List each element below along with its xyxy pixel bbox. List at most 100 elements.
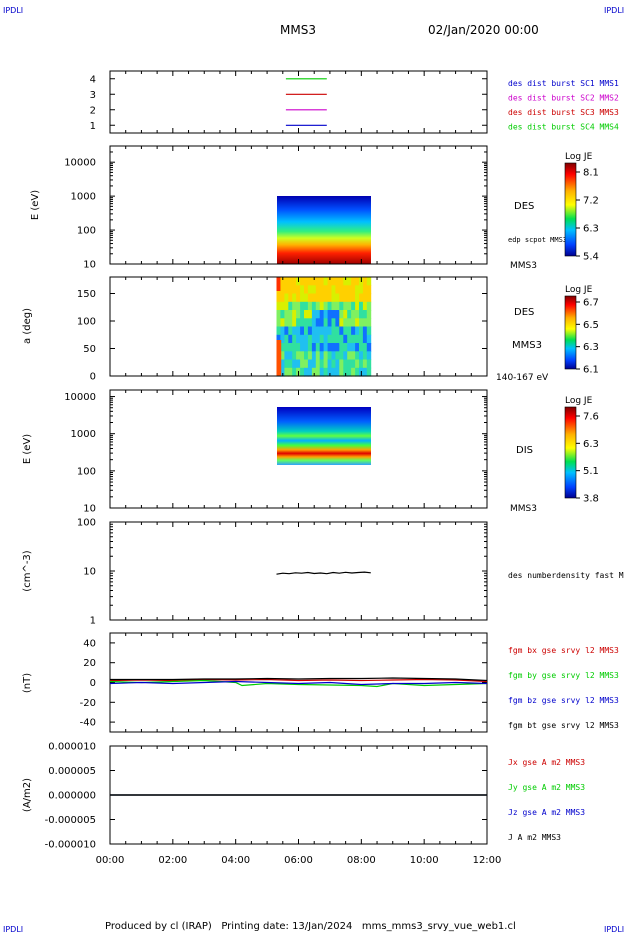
des-pitch-cell (327, 326, 332, 336)
des-pitch-label: DES (514, 307, 534, 318)
des-pitch-cell (307, 359, 313, 369)
des-pitch-cell (319, 277, 325, 286)
des-energy-colorbar (564, 162, 577, 257)
des-pitch-cell (339, 293, 344, 303)
des-pitch-cell (319, 343, 325, 352)
des-energy-bottom-label: MMS3 (510, 261, 537, 271)
burst-legend-2: des dist burst SC3 MMS3 (508, 108, 619, 117)
des-pitch-cell (288, 359, 293, 369)
des-pitch-cell (366, 318, 372, 328)
des-pitch-cell (366, 285, 372, 295)
des-pitch-cell (366, 301, 372, 311)
des-pitch-cell (339, 334, 344, 344)
des-pitch-cell (347, 310, 352, 319)
des-pitch-cell (335, 343, 340, 352)
des-pitch-cell (307, 293, 313, 303)
des-pitch-cell (347, 326, 352, 336)
x-tick-label: 10:00 (410, 855, 439, 866)
des-pitch-cell (362, 351, 368, 361)
x-tick-label: 00:00 (96, 855, 125, 866)
des-pitch-cell (280, 310, 285, 319)
des-pitch-cell (280, 334, 285, 344)
des-pitch-cell (339, 277, 344, 286)
des-pitch-cell (351, 334, 356, 344)
dis-energy-ytick-label: 100 (77, 466, 96, 477)
des-pitch-cell (366, 367, 372, 377)
des-pitch-cell (343, 326, 348, 336)
des-pitch-cell (343, 351, 348, 361)
des-pitch-cell (335, 367, 340, 377)
dis-energy-cbar-label: 7.6 (583, 412, 599, 423)
des-pitch-cell-hot (276, 340, 282, 376)
des-pitch-cell (300, 334, 305, 344)
des-pitch-cell (315, 285, 321, 295)
des-pitch-cell (311, 301, 317, 311)
des-pitch-cell (359, 293, 364, 303)
figure-title: MMS3 (280, 23, 316, 37)
des-pitch-cell (335, 310, 340, 319)
fgm-ytick-label: 40 (83, 638, 96, 649)
des-pitch-cell (362, 367, 368, 377)
panel-density-frame (109, 521, 488, 621)
des-pitch-cell (307, 367, 313, 377)
des-pitch-cell (296, 326, 301, 336)
des-pitch-cell (288, 293, 293, 303)
des-pitch-cell (343, 285, 348, 295)
des-pitch-cell (355, 343, 360, 352)
current-ytick-label: -0.000005 (45, 815, 96, 826)
panel-fgm: -40 -20 0 20 40 (nT) fgm bx gse srvy l2 MMS3… (22, 632, 619, 733)
des-pitch-cell (300, 285, 305, 295)
current-legend-1: Jy gse A m2 MMS3 (508, 783, 585, 792)
burst-ytick-label: 1 (90, 121, 96, 132)
des-pitch-cbar-label: 6.1 (583, 365, 599, 376)
des-pitch-cell (355, 367, 360, 377)
panel-dis-energy: 10 100 1000 10000 E (eV) DIS MMS3 Log JE 7.… (22, 389, 599, 515)
des-energy-sublabel: edp scpot MMS3 (508, 236, 567, 244)
des-pitch-cell (315, 318, 321, 328)
des-pitch-cbar-label: 6.7 (583, 298, 599, 309)
des-pitch-cell (343, 277, 348, 286)
fgm-series-2 (109, 680, 488, 686)
dis-energy-ylabel: E (eV) (22, 434, 33, 464)
des-energy-ytick-label: 10000 (64, 158, 96, 169)
des-pitch-cell (327, 277, 332, 286)
des-pitch-cell (276, 310, 281, 319)
des-pitch-cell (304, 326, 309, 336)
des-pitch-cell (347, 318, 352, 328)
des-pitch-cell (335, 277, 340, 286)
des-pitch-cell (292, 334, 297, 344)
des-pitch-cell (284, 343, 289, 352)
des-pitch-cell (292, 351, 297, 361)
des-pitch-cell (339, 301, 344, 311)
des-pitch-cell (292, 318, 297, 328)
des-pitch-cell (280, 343, 285, 352)
fgm-legend-1: fgm by gse srvy l2 MMS3 (508, 671, 619, 680)
des-pitch-cell (276, 326, 281, 336)
des-pitch-cell (331, 343, 336, 352)
des-pitch-cell (300, 301, 305, 311)
burst-legend-1: des dist burst SC2 MMS2 (508, 94, 619, 103)
des-pitch-cell (307, 351, 313, 361)
des-pitch-cell (347, 359, 352, 369)
des-pitch-cell (323, 359, 328, 369)
current-ytick-label: 0.000010 (48, 742, 96, 753)
des-pitch-cell (366, 310, 372, 319)
current-ytick-label: 0.000000 (48, 791, 96, 802)
des-pitch-cell (331, 293, 336, 303)
des-energy-ylabel: E (eV) (30, 190, 41, 220)
burst-ytick-label: 4 (90, 74, 96, 85)
des-energy-cbar-label: 8.1 (583, 168, 599, 179)
des-pitch-cell (323, 343, 328, 352)
des-pitch-cell (343, 310, 348, 319)
des-pitch-cell (315, 310, 321, 319)
des-pitch-cell (366, 343, 372, 352)
des-energy-label: DES (514, 201, 534, 212)
des-energy-ytick-label: 1000 (71, 192, 96, 203)
current-ytick-label: 0.000005 (48, 766, 96, 777)
fgm-series-1 (109, 679, 488, 688)
des-pitch-cell (351, 343, 356, 352)
des-pitch-cell (327, 334, 332, 344)
dis-energy-cbar-title: Log JE (565, 396, 593, 406)
des-pitch-cell-hot (276, 277, 281, 291)
des-pitch-cell (284, 326, 289, 336)
